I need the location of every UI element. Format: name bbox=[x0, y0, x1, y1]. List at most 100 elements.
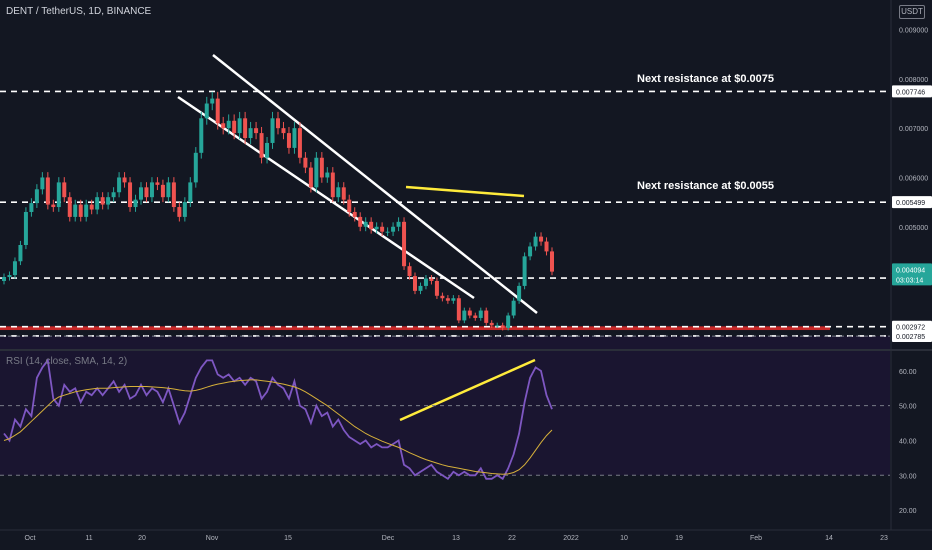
candle-body bbox=[380, 226, 385, 232]
candle-body bbox=[7, 275, 12, 278]
candle-body bbox=[484, 310, 489, 323]
price-level-badge-bg bbox=[892, 329, 932, 342]
candle-body bbox=[478, 310, 483, 318]
candle-body bbox=[286, 133, 291, 148]
candle-body bbox=[12, 261, 17, 276]
price-axis-tick: 0.009000 bbox=[899, 28, 928, 35]
resistance-label-lower: Next resistance at $0.0055 bbox=[637, 180, 774, 192]
candle-body bbox=[292, 128, 297, 148]
candle-body bbox=[314, 157, 319, 188]
candle-body bbox=[451, 298, 456, 301]
candle-body bbox=[89, 204, 94, 210]
candle-body bbox=[149, 182, 154, 198]
candle-body bbox=[100, 197, 105, 205]
candle-body bbox=[111, 192, 116, 198]
candle-body bbox=[391, 226, 396, 232]
candle-body bbox=[243, 118, 248, 139]
candle-body bbox=[84, 204, 89, 217]
candle-body bbox=[308, 167, 313, 188]
candle-body bbox=[429, 278, 434, 281]
candle-body bbox=[155, 182, 160, 185]
candle-body bbox=[434, 280, 439, 296]
time-axis-tick: 15 bbox=[284, 535, 292, 542]
channel-upper-line bbox=[212, 54, 538, 314]
candle-body bbox=[73, 204, 78, 217]
time-axis-tick: 11 bbox=[85, 535, 92, 542]
candle-body bbox=[166, 182, 171, 198]
rsi-band bbox=[0, 336, 890, 476]
candle-body bbox=[473, 315, 478, 318]
time-axis-tick: 14 bbox=[825, 535, 833, 542]
candle-body bbox=[51, 204, 56, 208]
candle-body bbox=[122, 177, 127, 183]
channel-lower-line bbox=[177, 95, 475, 300]
rsi-axis-tick: 30.00 bbox=[899, 473, 917, 480]
currency-badge[interactable]: USDT bbox=[899, 5, 925, 19]
candle-body bbox=[40, 177, 45, 190]
price-level-badge: 0.007746 bbox=[896, 89, 925, 96]
candle-body bbox=[62, 182, 67, 198]
candle-body bbox=[440, 295, 445, 299]
candle-body bbox=[533, 236, 538, 247]
candle-body bbox=[254, 128, 259, 134]
resistance-label-upper: Next resistance at $0.0075 bbox=[637, 73, 774, 85]
price-level-badge-bg bbox=[892, 85, 932, 98]
candle-body bbox=[336, 187, 341, 198]
candle-body bbox=[144, 187, 149, 198]
candle-body bbox=[341, 187, 346, 200]
rsi-axis-tick: 50.00 bbox=[899, 404, 917, 411]
candle-body bbox=[352, 211, 357, 217]
candle-body bbox=[495, 325, 500, 327]
candle-body bbox=[467, 310, 472, 316]
candle-body bbox=[106, 197, 111, 205]
time-axis-tick: 13 bbox=[452, 535, 460, 542]
time-axis-tick: 10 bbox=[620, 535, 628, 542]
candle-body bbox=[117, 177, 122, 193]
current-price-badge-bg bbox=[892, 263, 932, 286]
candle-body bbox=[276, 118, 280, 129]
candle-body bbox=[210, 98, 215, 104]
candle-body bbox=[347, 199, 352, 212]
candle-body bbox=[369, 221, 374, 230]
candle-body bbox=[2, 277, 6, 281]
time-axis-tick: Feb bbox=[750, 535, 762, 542]
price-level-badge: 0.005499 bbox=[896, 200, 925, 207]
time-axis-tick: 20 bbox=[138, 535, 146, 542]
candle-body bbox=[18, 245, 23, 262]
support-zone bbox=[0, 326, 830, 331]
candle-body bbox=[407, 266, 412, 277]
candle-body bbox=[237, 118, 242, 134]
candle-body bbox=[319, 157, 324, 178]
candle-body bbox=[128, 182, 133, 208]
price-level-badge: 0.002972 bbox=[896, 325, 925, 332]
rsi-axis-tick: 60.00 bbox=[899, 369, 917, 376]
current-price-badge: 0.004094 bbox=[896, 267, 925, 274]
candle-body bbox=[226, 120, 231, 129]
price-axis-tick: 0.008000 bbox=[899, 77, 928, 84]
candle-body bbox=[204, 103, 209, 119]
candle-body bbox=[232, 120, 237, 134]
rsi-trendline bbox=[399, 358, 536, 422]
price-axis-tick: 0.005000 bbox=[899, 225, 928, 232]
candle-body bbox=[402, 221, 407, 267]
countdown-badge: 03:03:14 bbox=[896, 277, 923, 284]
time-axis-tick: Nov bbox=[206, 535, 219, 542]
price-trendline bbox=[405, 185, 525, 198]
candle-body bbox=[418, 285, 423, 291]
time-axis-tick: 19 bbox=[675, 535, 683, 542]
candle-body bbox=[550, 251, 554, 272]
candle-body bbox=[297, 128, 302, 158]
candle-body bbox=[34, 189, 39, 204]
candle-body bbox=[199, 118, 204, 153]
price-level-badge: 0.002785 bbox=[896, 334, 925, 341]
candle-body bbox=[506, 315, 511, 328]
candle-body bbox=[303, 157, 308, 168]
candle-body bbox=[374, 226, 379, 230]
candle-body bbox=[423, 278, 428, 286]
candle-body bbox=[45, 177, 50, 205]
candle-body bbox=[29, 203, 34, 212]
candle-body bbox=[413, 276, 417, 291]
candle-body bbox=[182, 202, 187, 217]
candle-body bbox=[489, 322, 494, 326]
